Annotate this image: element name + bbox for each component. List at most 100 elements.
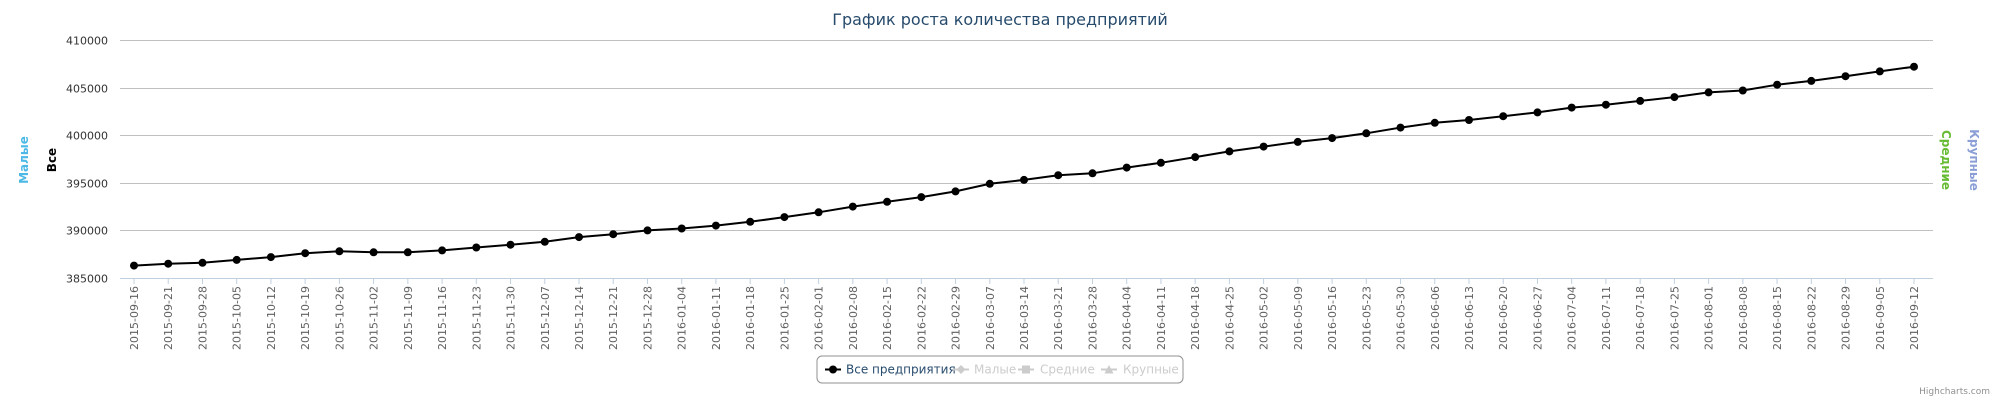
data-point[interactable]: [609, 230, 618, 239]
data-point[interactable]: [1499, 112, 1508, 121]
data-point[interactable]: [130, 261, 138, 270]
legend: Все предприятия Малые Средние Крупные: [816, 355, 1184, 384]
data-point[interactable]: [1328, 134, 1337, 143]
legend-item-medium[interactable]: Средние: [1018, 363, 1095, 377]
data-point[interactable]: [1430, 118, 1439, 127]
data-point[interactable]: [1293, 137, 1302, 146]
legend-label-small: Малые: [974, 363, 1016, 377]
x-tick-label: 2016-05-23: [1360, 286, 1373, 350]
data-point[interactable]: [232, 255, 241, 264]
data-point[interactable]: [335, 247, 344, 256]
x-tick-label: 2016-01-18: [744, 286, 757, 350]
data-point[interactable]: [164, 259, 173, 268]
data-point[interactable]: [917, 193, 926, 202]
x-tick-label: 2015-10-05: [231, 286, 244, 350]
x-tick-label: 2015-11-02: [368, 286, 381, 350]
x-tick-label: 2016-01-25: [778, 286, 791, 350]
data-point[interactable]: [1020, 175, 1028, 184]
axis-title-all: Все: [45, 148, 59, 172]
legend-label-all: Все предприятия: [846, 363, 956, 377]
x-tick-label: 2016-08-08: [1737, 286, 1750, 350]
x-tick-label: 2016-02-01: [813, 286, 826, 350]
data-point[interactable]: [1601, 100, 1610, 109]
data-point[interactable]: [1054, 171, 1063, 180]
x-tick-label: 2016-02-08: [847, 286, 860, 350]
x-tick-label: 2016-06-06: [1429, 286, 1442, 350]
data-point[interactable]: [575, 233, 583, 242]
data-point[interactable]: [1362, 129, 1371, 138]
data-point[interactable]: [1875, 67, 1884, 76]
data-point[interactable]: [1191, 153, 1200, 162]
data-point[interactable]: [780, 213, 789, 222]
x-tick-label: 2015-12-07: [539, 286, 552, 350]
data-point[interactable]: [814, 208, 823, 217]
x-tick-label: 2016-01-11: [710, 286, 723, 350]
credits-link[interactable]: Highcharts.com: [1919, 387, 1990, 397]
data-point[interactable]: [540, 237, 549, 246]
series-line: [133, 65, 1915, 267]
x-tick-label: 2016-07-11: [1600, 286, 1613, 350]
x-tick-label: 2015-11-30: [505, 286, 518, 350]
legend-box: [816, 355, 1184, 384]
data-point[interactable]: [1465, 116, 1473, 124]
data-point[interactable]: [1156, 158, 1165, 167]
data-point[interactable]: [1910, 62, 1918, 71]
x-tick-label: 2016-03-07: [984, 286, 997, 350]
data-point[interactable]: [677, 224, 686, 233]
data-point[interactable]: [301, 249, 310, 258]
x-tick-label: 2015-10-19: [299, 286, 312, 350]
legend-item-large[interactable]: Крупные: [1101, 363, 1179, 377]
x-tick-label: 2016-03-14: [1018, 286, 1031, 350]
data-point[interactable]: [472, 243, 481, 252]
data-point[interactable]: [848, 202, 857, 211]
data-point[interactable]: [1533, 108, 1542, 117]
x-tick-label: 2016-08-01: [1703, 286, 1716, 350]
data-point[interactable]: [1807, 76, 1816, 85]
x-tick-label: 2016-02-22: [915, 286, 928, 350]
x-tick-label: 2015-09-16: [128, 286, 141, 350]
data-point[interactable]: [369, 248, 378, 257]
axis-title-small: Малые: [17, 136, 31, 184]
y-tick-label: 390000: [66, 225, 108, 238]
x-tick-label: 2015-12-14: [573, 286, 586, 350]
data-point[interactable]: [1636, 96, 1645, 105]
data-point[interactable]: [1259, 142, 1268, 151]
x-tick-label: 2015-09-28: [196, 286, 209, 350]
legend-circle-icon: [829, 365, 837, 374]
data-point[interactable]: [1122, 163, 1131, 172]
data-point[interactable]: [198, 258, 207, 267]
data-point[interactable]: [951, 187, 960, 196]
data-point[interactable]: [1704, 88, 1713, 97]
data-point[interactable]: [506, 240, 515, 249]
legend-item-small[interactable]: Малые: [953, 363, 1016, 377]
x-tick-label: 2016-06-27: [1531, 286, 1544, 350]
data-point[interactable]: [438, 246, 447, 255]
data-point[interactable]: [1225, 147, 1234, 156]
x-tick-label: 2016-05-09: [1292, 286, 1305, 350]
x-tick-label: 2015-12-28: [641, 286, 654, 350]
data-point[interactable]: [1088, 169, 1097, 178]
x-tick-label: 2016-09-12: [1908, 286, 1921, 350]
data-point[interactable]: [643, 226, 652, 235]
x-tick-label: 2015-10-26: [333, 286, 346, 350]
data-point[interactable]: [1670, 93, 1679, 102]
legend-item-all[interactable]: Все предприятия: [825, 363, 956, 377]
y-tick-label: 400000: [66, 130, 108, 143]
data-point[interactable]: [985, 179, 994, 188]
data-point[interactable]: [1396, 123, 1405, 132]
x-axis-ticks: 2015-09-16 2015-09-21 2015-09-28 2015-10-05…: [128, 286, 1921, 350]
x-tick-label: 2016-05-16: [1326, 286, 1339, 350]
x-tick-label: 2015-11-16: [436, 286, 449, 350]
x-tick-label: 2016-02-15: [881, 286, 894, 350]
data-point[interactable]: [403, 248, 412, 257]
data-point[interactable]: [883, 197, 892, 206]
data-point[interactable]: [1567, 103, 1576, 112]
data-point[interactable]: [266, 253, 275, 262]
axis-title-medium: Средние: [1939, 130, 1953, 190]
data-point[interactable]: [1738, 86, 1747, 95]
x-tick-label: 2016-01-04: [676, 286, 689, 350]
data-point[interactable]: [1841, 72, 1850, 81]
data-point[interactable]: [1773, 80, 1782, 89]
data-point[interactable]: [746, 217, 755, 226]
data-point[interactable]: [711, 221, 720, 230]
